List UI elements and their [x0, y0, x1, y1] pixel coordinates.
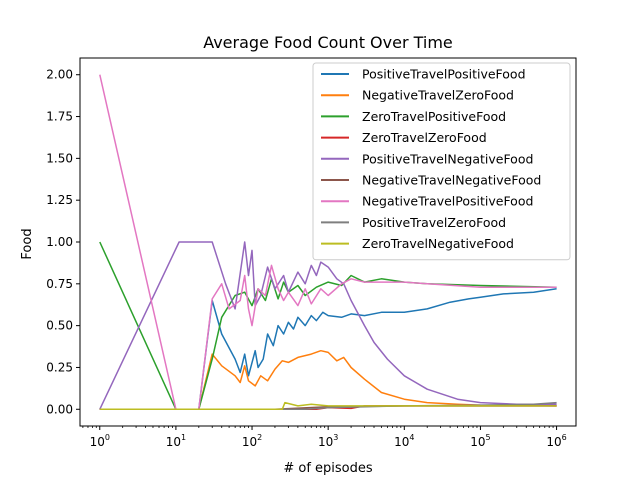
y-tick-label-1: 0.25 [46, 360, 73, 374]
x-axis-label: # of episodes [283, 461, 373, 476]
series-line-0 [99, 288, 557, 411]
x-tick-label-6: 106 [546, 433, 566, 449]
legend-label-4: PositiveTravelNegativeFood [362, 151, 533, 166]
legend-frame [312, 62, 571, 261]
y-tick-label-7: 1.75 [46, 110, 73, 124]
legend-label-2: ZeroTravelPositiveFood [362, 109, 506, 124]
y-tick-label-0: 0.00 [46, 402, 73, 416]
series-layer [99, 74, 557, 411]
x-tick-label-5: 105 [470, 433, 490, 449]
y-tick-label-3: 0.75 [46, 277, 73, 291]
legend-label-8: ZeroTravelNegativeFood [362, 236, 514, 251]
legend-label-7: PositiveTravelZeroFood [362, 215, 506, 230]
y-tick-label-2: 0.50 [46, 319, 73, 333]
x-tick-label-0: 100 [90, 433, 110, 449]
y-tick-label-4: 1.00 [46, 235, 73, 249]
x-tick-label-3: 103 [318, 433, 338, 449]
y-tick-label-6: 1.50 [46, 151, 73, 165]
y-axis-ticks: 0.00 0.25 0.50 0.75 1.00 1.25 1.50 1.75 2.00 [46, 68, 80, 416]
legend-label-1: NegativeTravelZeroFood [362, 88, 514, 103]
series-line-2 [99, 241, 557, 411]
series-line-8 [99, 401, 557, 411]
y-axis-label: Food [20, 228, 35, 259]
y-tick-label-8: 2.00 [46, 68, 73, 82]
x-axis-ticks: 100 101 102 103 104 105 106 [82, 426, 567, 449]
x-tick-label-4: 104 [394, 433, 414, 449]
x-tick-label-2: 102 [242, 433, 262, 449]
series-line-4 [99, 241, 557, 410]
y-tick-label-5: 1.25 [46, 193, 73, 207]
x-tick-label-1: 101 [166, 433, 186, 449]
legend-label-0: PositiveTravelPositiveFood [362, 67, 526, 82]
series-line-6 [99, 74, 557, 411]
legend-label-5: NegativeTravelNegativeFood [362, 173, 541, 188]
legend-label-6: NegativeTravelPositiveFood [362, 194, 533, 209]
series-line-1 [99, 349, 557, 411]
legend: PositiveTravelPositiveFood NegativeTravel… [312, 62, 571, 261]
chart-title: Average Food Count Over Time [203, 33, 453, 52]
legend-label-3: ZeroTravelZeroFood [362, 130, 487, 145]
